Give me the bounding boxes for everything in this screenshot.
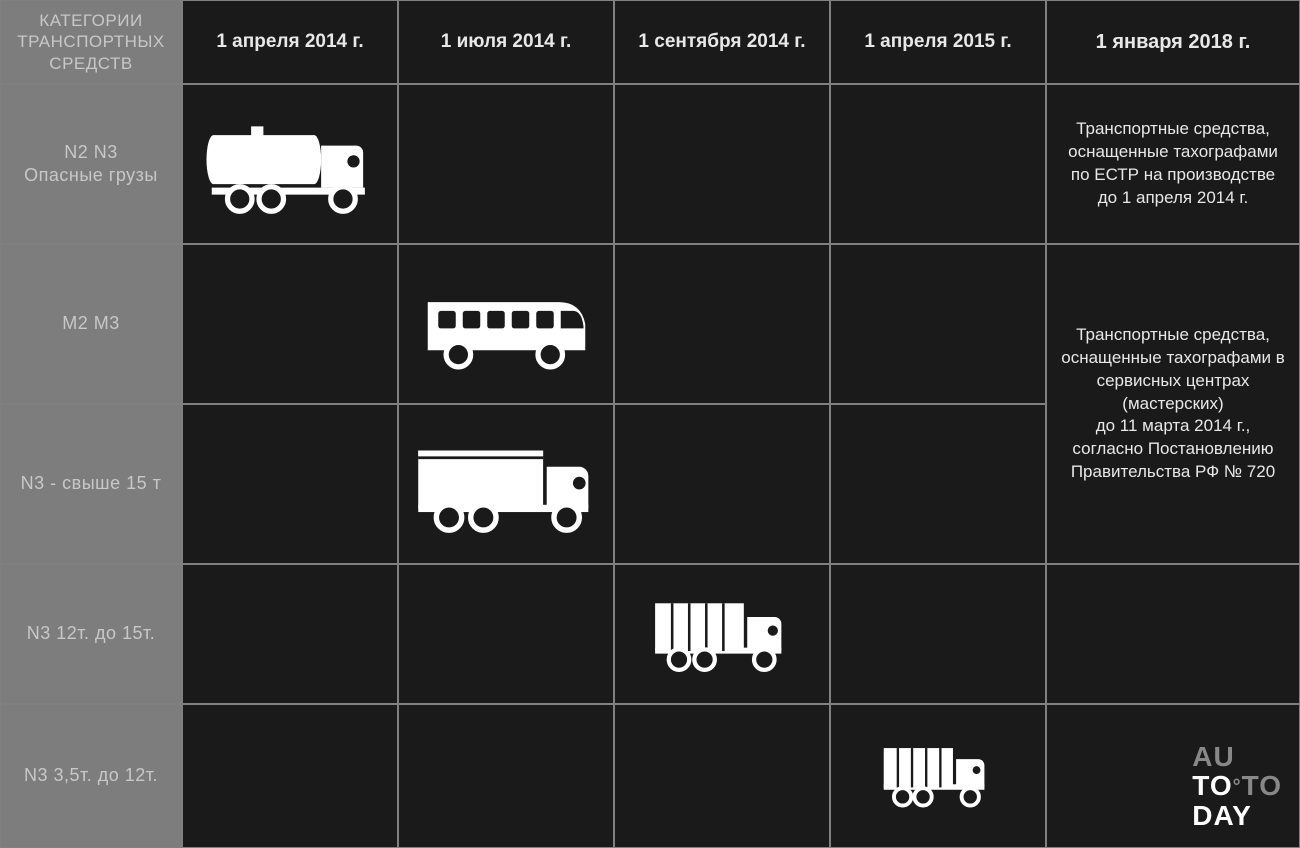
row-label-n3-15plus-text: N3 - свыше 15 т — [21, 472, 162, 495]
header-date-1: 1 апреля 2014 г. — [182, 0, 398, 84]
cell-r1-c2 — [398, 84, 614, 244]
cell-r5-c2 — [398, 704, 614, 848]
right-block-2: Транспортные средства, оснащенные тахогр… — [1046, 244, 1300, 564]
row-label-n3-3-12-text: N3 3,5т. до 12т. — [24, 764, 158, 787]
cell-r2-c3 — [614, 244, 830, 404]
row-label-n3-3-12: N3 3,5т. до 12т. — [0, 704, 182, 848]
right-block-1: Транспортные средства, оснащенные тахогр… — [1046, 84, 1300, 244]
watermark-au: AU — [1192, 741, 1234, 772]
header-date-5: 1 января 2018 г. — [1046, 0, 1300, 84]
header-categories-label: КАТЕГОРИИ ТРАНСПОРТНЫХ СРЕДСТВ — [9, 10, 173, 74]
cell-r4-c5 — [1046, 564, 1300, 704]
cell-r1-c3 — [614, 84, 830, 244]
header-date-3: 1 сентября 2014 г. — [614, 0, 830, 84]
watermark-dot: ° — [1233, 776, 1242, 798]
header-date-4-label: 1 апреля 2015 г. — [864, 31, 1011, 53]
row-label-n3-15plus: N3 - свыше 15 т — [0, 404, 182, 564]
vehicle-category-table: КАТЕГОРИИ ТРАНСПОРТНЫХ СРЕДСТВ 1 апреля … — [0, 0, 1300, 848]
tanker-truck-icon — [191, 93, 389, 235]
right-block-1-text: Транспортные средства, оснащенные тахогр… — [1061, 118, 1285, 210]
watermark-to1: TO — [1192, 770, 1232, 801]
box-truck-small-icon — [839, 713, 1037, 839]
cell-r5-c3 — [614, 704, 830, 848]
box-truck-medium-icon — [623, 573, 821, 695]
box-truck-large-icon — [407, 413, 605, 555]
row-label-dangerous-text: N2 N3 Опасные грузы — [24, 141, 158, 188]
header-date-2: 1 июля 2014 г. — [398, 0, 614, 84]
cell-r2-c1 — [182, 244, 398, 404]
header-date-2-label: 1 июля 2014 г. — [441, 31, 572, 53]
cell-r4-c3 — [614, 564, 830, 704]
right-block-2-text: Транспортные средства, оснащенные тахогр… — [1061, 324, 1285, 485]
watermark-day: DAY — [1192, 800, 1252, 831]
bus-icon — [407, 253, 605, 395]
cell-r4-c2 — [398, 564, 614, 704]
cell-r4-c1 — [182, 564, 398, 704]
cell-r3-c1 — [182, 404, 398, 564]
cell-r1-c4 — [830, 84, 1046, 244]
row-label-m2m3: М2 М3 — [0, 244, 182, 404]
header-date-3-label: 1 сентября 2014 г. — [638, 31, 805, 53]
header-date-4: 1 апреля 2015 г. — [830, 0, 1046, 84]
header-date-1-label: 1 апреля 2014 г. — [216, 31, 363, 53]
row-label-m2m3-text: М2 М3 — [62, 312, 120, 335]
row-label-n3-12-15-text: N3 12т. до 15т. — [27, 622, 156, 645]
watermark-to2: TO — [1242, 770, 1282, 801]
cell-r2-c4 — [830, 244, 1046, 404]
row-label-n3-12-15: N3 12т. до 15т. — [0, 564, 182, 704]
cell-r2-c2 — [398, 244, 614, 404]
cell-r4-c4 — [830, 564, 1046, 704]
cell-r3-c2 — [398, 404, 614, 564]
watermark-logo: AU TO°TO DAY — [1192, 742, 1282, 830]
cell-r5-c1 — [182, 704, 398, 848]
cell-r3-c4 — [830, 404, 1046, 564]
cell-r1-c1 — [182, 84, 398, 244]
row-label-dangerous: N2 N3 Опасные грузы — [0, 84, 182, 244]
header-categories: КАТЕГОРИИ ТРАНСПОРТНЫХ СРЕДСТВ — [0, 0, 182, 84]
cell-r5-c4 — [830, 704, 1046, 848]
header-date-5-label: 1 января 2018 г. — [1096, 31, 1251, 54]
cell-r3-c3 — [614, 404, 830, 564]
